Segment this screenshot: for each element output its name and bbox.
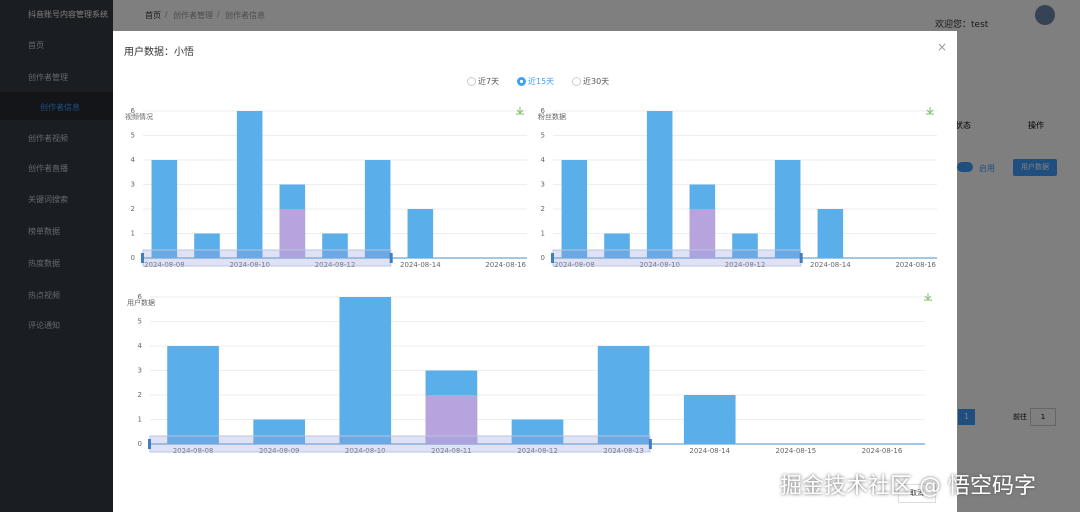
bar (364, 160, 391, 258)
x-tick-label: 2024-08-16 (862, 447, 903, 455)
x-tick-label: 2024-08-08 (554, 261, 595, 269)
x-tick-label: 2024-08-10 (229, 261, 270, 269)
zoom-window (552, 249, 802, 267)
zoom-handle (648, 439, 652, 449)
zoom-handle (799, 253, 803, 263)
modal-title: 用户数据：小悟 (124, 47, 194, 58)
bar (511, 419, 564, 444)
y-tick-label: 2 (138, 391, 142, 399)
zoom-window (142, 249, 392, 267)
x-tick-label: 2024-08-08 (144, 261, 185, 269)
watermark: 掘金技术社区 @ 悟空码字 (780, 474, 1036, 499)
radio-label[interactable]: 近30天 (583, 77, 610, 86)
x-tick-label: 2024-08-10 (639, 261, 680, 269)
y-tick-label: 3 (541, 181, 545, 189)
x-tick-label: 2024-08-13 (603, 447, 644, 455)
bar (646, 111, 673, 258)
zoom-window (149, 435, 651, 453)
x-tick-label: 2024-08-14 (400, 261, 441, 269)
y-tick-label: 2 (541, 205, 545, 213)
y-tick-label: 3 (138, 367, 142, 375)
radio[interactable] (467, 77, 476, 86)
y-tick-label: 4 (541, 156, 546, 164)
y-tick-label: 1 (541, 230, 545, 238)
y-tick-label: 4 (138, 342, 143, 350)
bar (604, 233, 630, 258)
bar (817, 209, 844, 258)
bar (167, 346, 219, 444)
y-tick-label: 5 (138, 318, 142, 326)
x-tick-label: 2024-08-11 (431, 447, 472, 455)
chart-title: 用户数据 (127, 298, 155, 307)
bar (151, 160, 178, 258)
bar (683, 395, 736, 444)
y-tick-label: 1 (131, 230, 135, 238)
download-icon (924, 293, 932, 301)
radio-label[interactable]: 近7天 (478, 77, 500, 86)
x-tick-label: 2024-08-12 (315, 261, 356, 269)
zoom-handle (551, 253, 554, 263)
x-tick-label: 2024-08-16 (485, 261, 526, 269)
bar (339, 297, 392, 444)
y-tick-label: 6 (138, 293, 143, 301)
download-icon (516, 107, 524, 115)
radio[interactable] (517, 77, 526, 86)
x-tick-label: 2024-08-12 (725, 261, 766, 269)
x-tick-label: 2024-08-12 (517, 447, 558, 455)
radio[interactable] (572, 77, 581, 86)
radio-label[interactable]: 近15天 (528, 77, 555, 86)
download-icon (926, 107, 934, 115)
bar (774, 160, 801, 258)
x-tick-label: 2024-08-09 (259, 447, 300, 455)
y-tick-label: 5 (541, 132, 545, 140)
y-tick-label: 0 (138, 440, 142, 448)
bar (322, 233, 348, 258)
y-tick-label: 6 (131, 107, 136, 115)
x-tick-label: 2024-08-08 (173, 447, 214, 455)
zoom-handle (389, 253, 393, 263)
x-tick-label: 2024-08-15 (775, 447, 816, 455)
bar (407, 209, 434, 258)
bar (561, 160, 588, 258)
bar (194, 233, 220, 258)
y-tick-label: 4 (131, 156, 136, 164)
y-tick-label: 1 (138, 416, 142, 424)
chart-title: 视频情况 (125, 112, 153, 121)
close-button[interactable]: × (937, 40, 948, 54)
y-tick-label: 0 (541, 254, 545, 262)
zoom-handle (141, 253, 144, 263)
x-tick-label: 2024-08-16 (895, 261, 936, 269)
bar (236, 111, 263, 258)
y-tick-label: 2 (131, 205, 135, 213)
cancel-button[interactable]: 取消 (898, 484, 936, 503)
bar (597, 346, 650, 444)
zoom-handle (148, 439, 151, 449)
y-tick-label: 3 (131, 181, 135, 189)
y-tick-label: 0 (131, 254, 135, 262)
x-tick-label: 2024-08-14 (810, 261, 851, 269)
y-tick-label: 6 (541, 107, 546, 115)
y-tick-label: 5 (131, 132, 135, 140)
x-tick-label: 2024-08-14 (689, 447, 730, 455)
bar (732, 233, 758, 258)
bar (253, 419, 305, 444)
chart-title: 粉丝数据 (538, 112, 566, 121)
x-tick-label: 2024-08-10 (345, 447, 386, 455)
